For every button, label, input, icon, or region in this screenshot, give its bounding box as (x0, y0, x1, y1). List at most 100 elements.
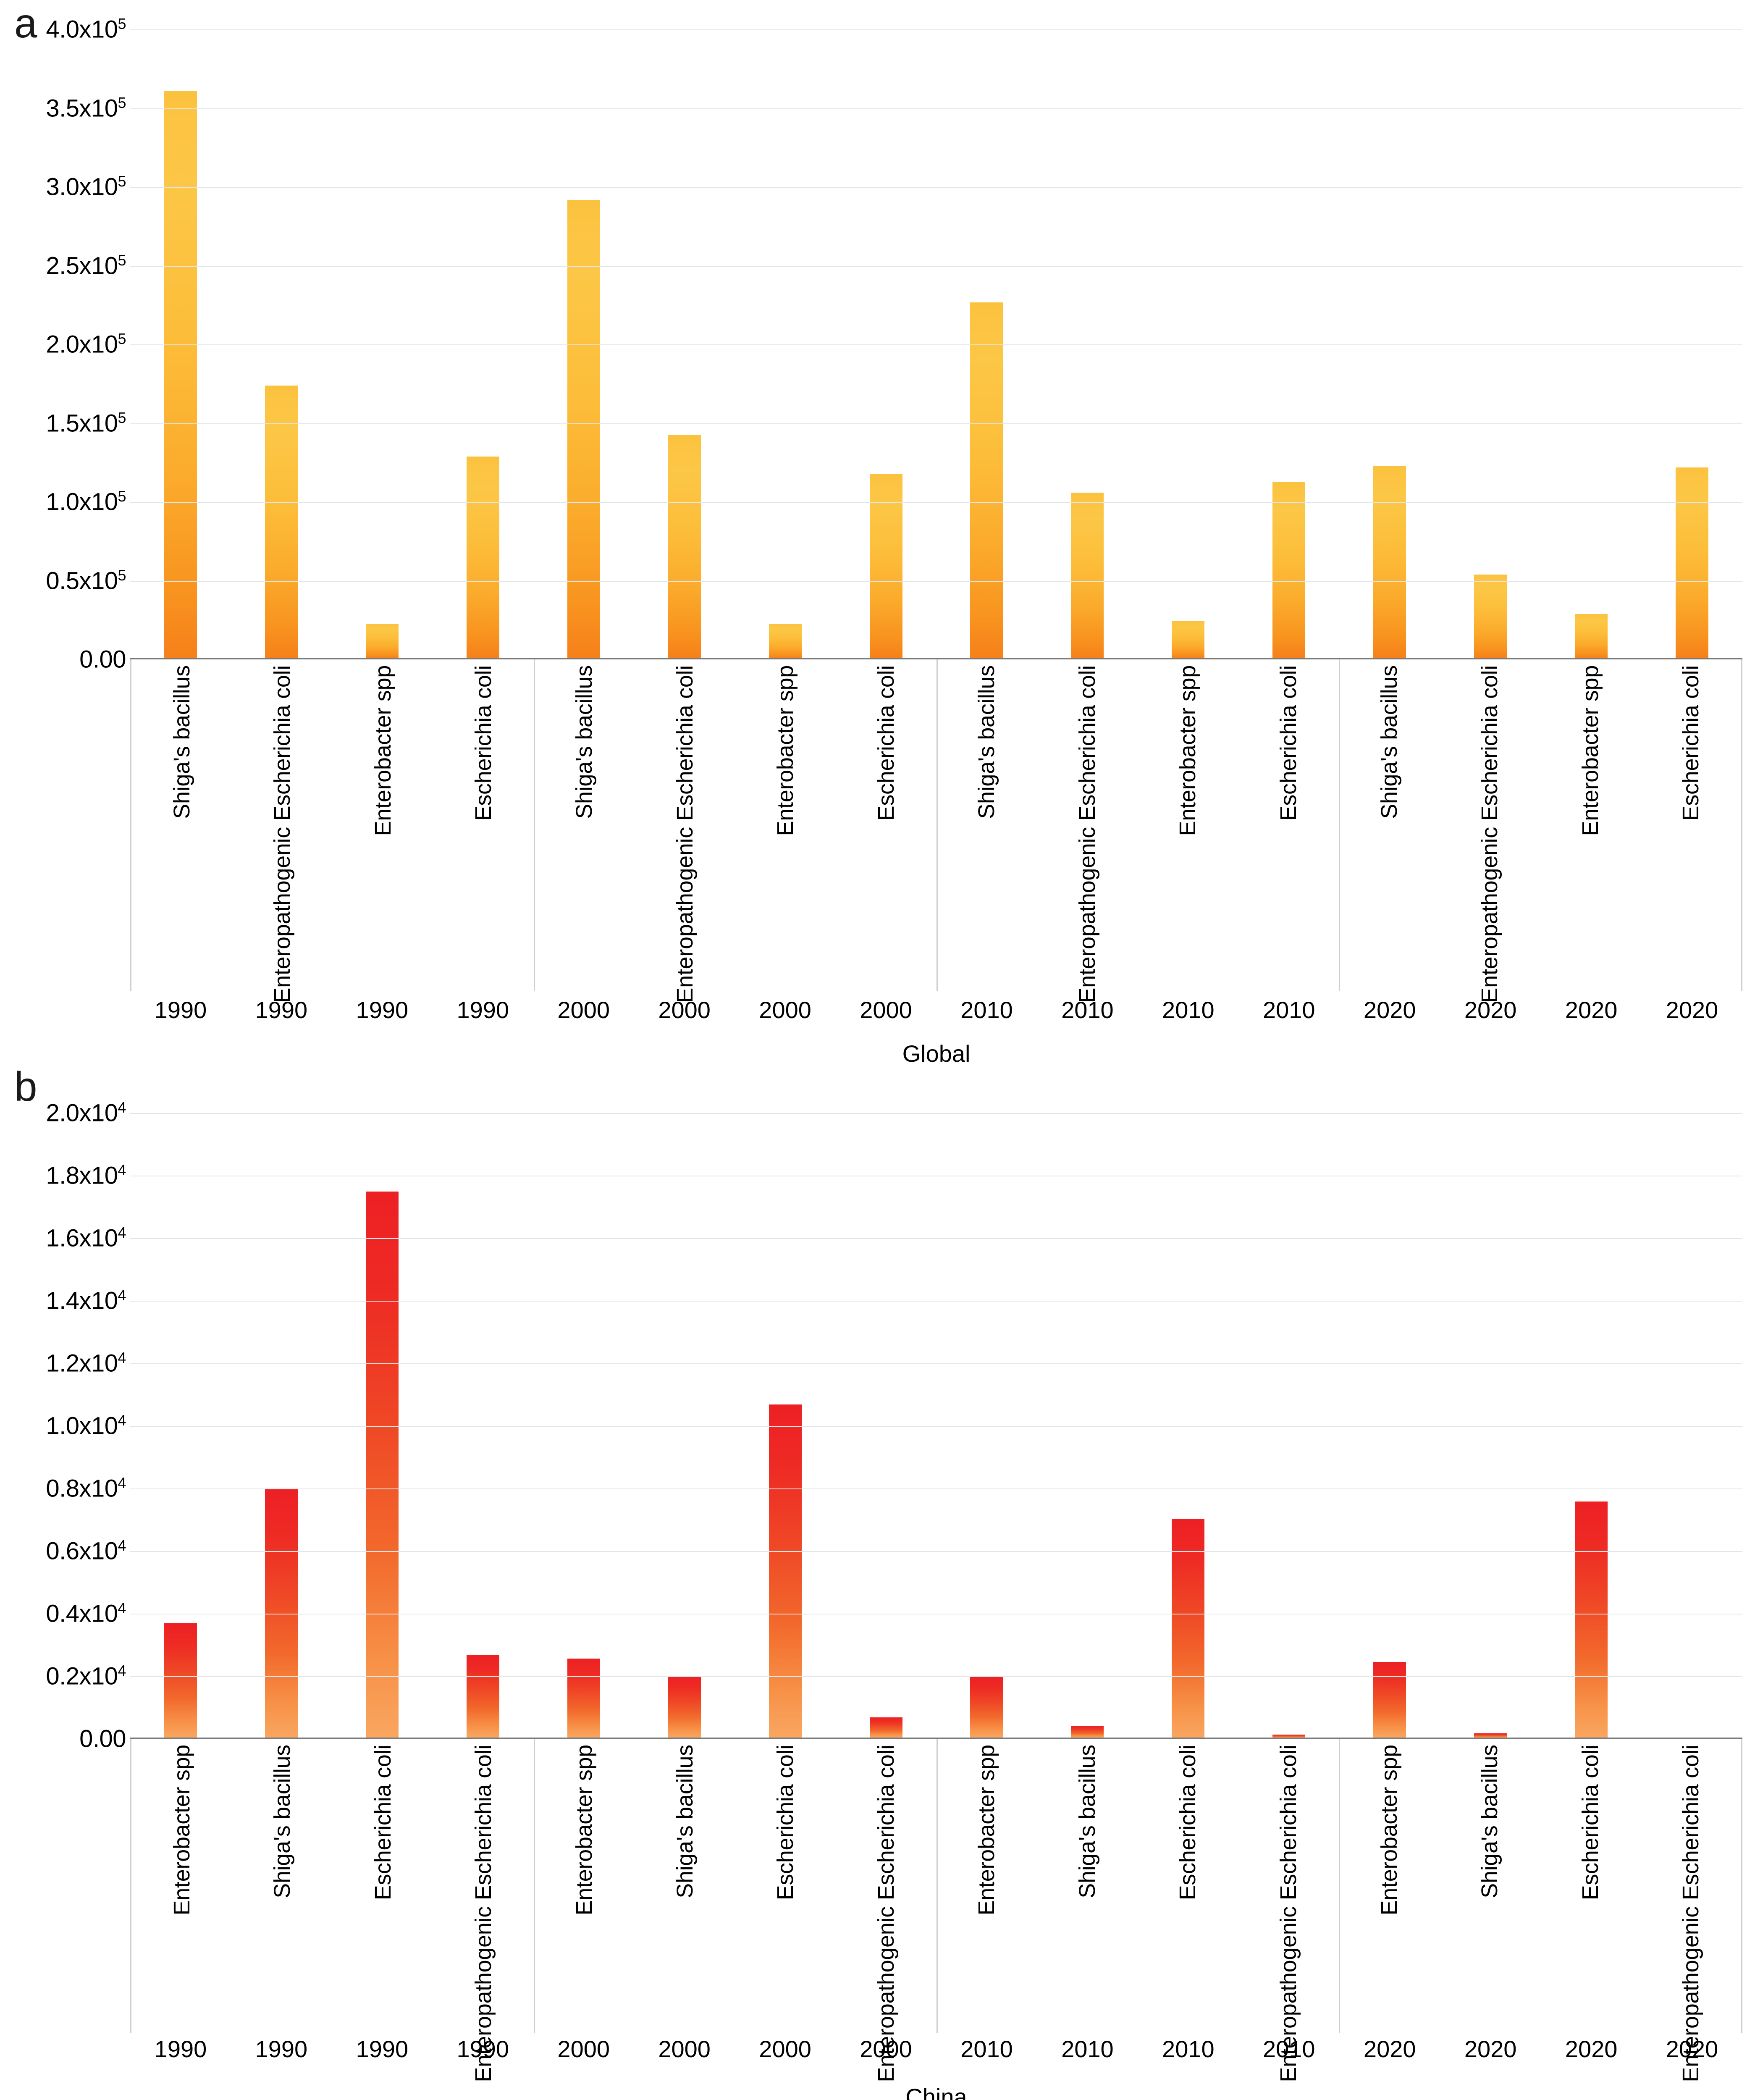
bar[interactable] (869, 474, 902, 658)
y-axis-tick: 0.2x104 (46, 1662, 126, 1690)
category-cell: Enterobacter spp (333, 659, 433, 991)
category-label: Enterobacter spp (1175, 665, 1201, 836)
bar[interactable] (1172, 1518, 1205, 1738)
bar[interactable] (769, 1404, 802, 1738)
bar[interactable] (567, 1659, 600, 1738)
y-axis-tick: 1.6x104 (46, 1224, 126, 1252)
category-cell: Enteropathogenic Escherichia coli (635, 659, 735, 1003)
category-cell: Enteropathogenic Escherichia coli (1037, 659, 1138, 1003)
bar-cell (533, 29, 634, 658)
bar-cell (130, 29, 231, 658)
year-label: 2020 (1666, 2036, 1718, 2062)
y-axis-tick: 0.8x104 (46, 1474, 126, 1502)
year-label: 2000 (860, 2036, 912, 2062)
plot-area-b: 2.0x104 1.8x104 1.6x104 1.4x104 1.2x104 1.0x1… (0, 1100, 1755, 1753)
bar-cell (634, 29, 735, 658)
category-label: Escherichia coli (773, 1745, 798, 1900)
category-labels-b: Enterobacter spp Shiga's bacillus Escheric… (130, 1739, 1742, 2082)
bar[interactable] (466, 457, 499, 658)
year-label: 2000 (557, 2036, 610, 2062)
bar-cell (1238, 1113, 1339, 1738)
category-label: Shiga's bacillus (1074, 1745, 1100, 1898)
gridline (130, 1363, 1742, 1364)
bar-cell (1339, 1113, 1440, 1738)
bar[interactable] (1071, 493, 1104, 658)
bar[interactable] (1575, 614, 1608, 658)
gridline (130, 265, 1742, 267)
bar[interactable] (1373, 1662, 1406, 1738)
bar[interactable] (1676, 467, 1709, 658)
year-label: 1990 (255, 997, 308, 1023)
category-label: Enterobacter spp (1376, 1745, 1402, 1916)
year-label: 1990 (456, 2036, 509, 2062)
bar[interactable] (1172, 621, 1205, 658)
year-label: 2020 (1464, 2036, 1517, 2062)
y-axis-tick: 1.0x105 (46, 488, 126, 516)
bar[interactable] (365, 623, 399, 658)
bar[interactable] (769, 623, 802, 658)
panel-b-letter: b (14, 1063, 37, 1110)
bar[interactable] (668, 1675, 701, 1738)
category-cell: Enterobacter spp (534, 1739, 635, 2033)
year-label: 2020 (1565, 997, 1618, 1023)
y-axis-tick: 2.5x105 (46, 251, 126, 279)
year-label: 2010 (1262, 2036, 1315, 2062)
y-axis-tick: 4.0x105 (46, 15, 126, 43)
plot-canvas-a (130, 29, 1742, 659)
bar[interactable] (970, 1677, 1003, 1738)
y-axis-tick: 2.0x104 (46, 1099, 126, 1127)
bar[interactable] (1575, 1501, 1608, 1738)
bar[interactable] (1272, 1735, 1306, 1738)
bar[interactable] (164, 1623, 197, 1738)
bar-cell (433, 29, 533, 658)
gridline (130, 1426, 1742, 1427)
bar[interactable] (265, 1489, 298, 1738)
year-label: 2010 (1061, 2036, 1114, 2062)
bar[interactable] (567, 200, 600, 658)
bar-cell (937, 1113, 1037, 1738)
bar-cell (1440, 1113, 1541, 1738)
gridline (130, 1113, 1742, 1114)
bar-cell (735, 29, 836, 658)
category-labels-a: Shiga's bacillus Enteropathogenic Escheri… (130, 659, 1742, 1003)
bar-cell (735, 1113, 836, 1738)
gridline (130, 344, 1742, 345)
bar-cell (332, 1113, 433, 1738)
category-label: Enteropathogenic Escherichia coli (873, 1745, 899, 2082)
y-axis-labels-b: 2.0x104 1.8x104 1.6x104 1.4x104 1.2x104 1.0x1… (0, 1100, 126, 1753)
x-axis-title-b: China (905, 2084, 967, 2100)
year-labels-b: 1990 1990 1990 1990 2000 2000 2000 2000 2010 2010… (130, 2035, 1742, 2069)
bar[interactable] (1474, 1733, 1507, 1738)
bar[interactable] (164, 91, 197, 658)
bar[interactable] (970, 302, 1003, 658)
bar[interactable] (668, 434, 701, 658)
bar[interactable] (466, 1654, 499, 1738)
bar[interactable] (1071, 1726, 1104, 1738)
category-cell: Enteropathogenic Escherichia coli (1439, 659, 1540, 1003)
year-label: 2000 (759, 2036, 811, 2062)
category-label: Shiga's bacillus (1477, 1745, 1503, 1898)
bar[interactable] (1272, 482, 1306, 658)
bar[interactable] (365, 1191, 399, 1738)
category-label: Shiga's bacillus (974, 665, 999, 819)
gridline (130, 423, 1742, 424)
gridline (130, 1551, 1742, 1552)
gridline (130, 502, 1742, 503)
bar[interactable] (1474, 575, 1507, 658)
bar-series-a (130, 29, 1742, 658)
y-axis-tick: 1.8x104 (46, 1161, 126, 1189)
gridline (130, 108, 1742, 109)
category-cell: Escherichia coli (433, 659, 534, 991)
year-label: 2020 (1666, 997, 1718, 1023)
bar-cell (1238, 29, 1339, 658)
category-cell: Enteropathogenic Escherichia coli (1238, 1739, 1339, 2082)
bar[interactable] (869, 1717, 902, 1738)
bar[interactable] (265, 386, 298, 658)
bar[interactable] (1373, 466, 1406, 658)
year-label: 2010 (1162, 997, 1215, 1023)
year-label: 2020 (1363, 2036, 1416, 2062)
y-axis-tick: 0.6x104 (46, 1537, 126, 1565)
bar-cell (433, 1113, 533, 1738)
category-cell: Enterobacter spp (1138, 659, 1238, 991)
y-axis-tick: 3.0x105 (46, 173, 126, 201)
